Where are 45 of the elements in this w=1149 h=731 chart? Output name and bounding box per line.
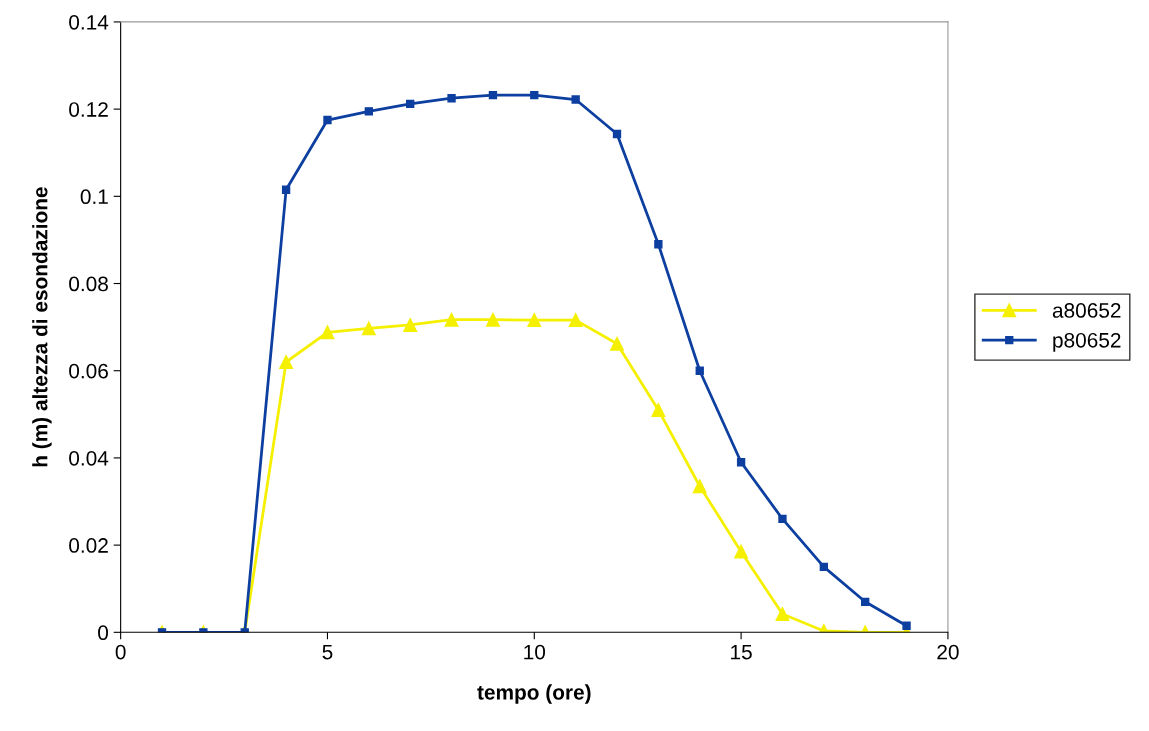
- point: [320, 325, 335, 340]
- point: [361, 321, 376, 336]
- point: [692, 479, 707, 494]
- y-tick-label: 0.08: [69, 276, 108, 292]
- x-tick-label: 0: [115, 644, 126, 660]
- point: [527, 313, 542, 328]
- x-tick-label: 5: [322, 644, 333, 660]
- point: [364, 107, 373, 116]
- point: [571, 95, 580, 104]
- legend-label: p80652: [1053, 332, 1121, 352]
- x-tick-label: 10: [524, 644, 546, 660]
- y-tick-label: 0.04: [69, 450, 109, 466]
- x-tick-label: 20: [937, 644, 959, 660]
- point: [444, 312, 459, 327]
- legend-label: a80652: [1052, 303, 1121, 318]
- point: [447, 94, 456, 103]
- point: [734, 544, 749, 559]
- point: [651, 403, 666, 417]
- y-tick-label: 0: [98, 625, 109, 641]
- point: [281, 185, 291, 194]
- y-tick-label: 0.02: [69, 538, 108, 553]
- x-tick-label: 15: [731, 644, 752, 660]
- point: [568, 313, 583, 328]
- point: [279, 355, 294, 369]
- point: [610, 336, 624, 351]
- point: [736, 458, 746, 467]
- point: [654, 240, 663, 249]
- point: [485, 312, 500, 327]
- point: [406, 99, 415, 109]
- y-tick-label: 0.1: [80, 189, 108, 205]
- point: [775, 607, 790, 621]
- point: [488, 91, 498, 100]
- y-axis-title: h (m) altezza di esondazione: [32, 187, 52, 467]
- point: [695, 366, 704, 375]
- y-tick-label: 0.12: [69, 102, 108, 117]
- point: [403, 317, 418, 332]
- point: [819, 562, 829, 572]
- x-axis-title: tempo (ore): [477, 684, 591, 704]
- point: [778, 514, 787, 524]
- y-tick-label: 0.14: [69, 14, 109, 30]
- point: [530, 91, 539, 100]
- point: [861, 597, 870, 606]
- point: [323, 115, 332, 125]
- point: [612, 129, 622, 139]
- y-tick-label: 0.06: [69, 363, 108, 379]
